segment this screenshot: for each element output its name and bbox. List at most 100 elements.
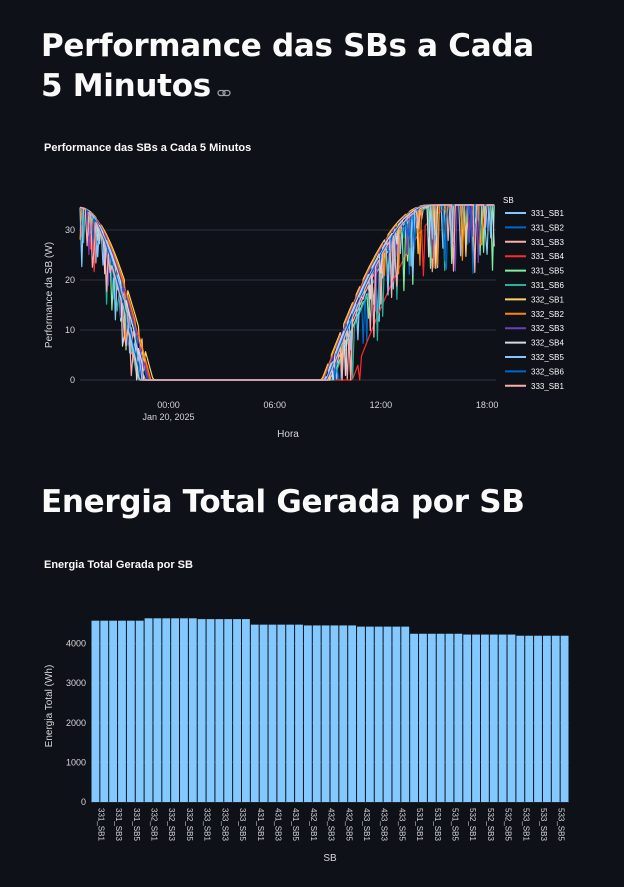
y-tick-label: 4000 xyxy=(66,639,86,649)
bar-533_SB2 xyxy=(525,635,534,802)
bar-433_SB3 xyxy=(374,626,383,802)
x-tick-label: 533_SB1 xyxy=(521,808,530,841)
bar-333_SB6 xyxy=(241,619,250,802)
bar-331_SB2 xyxy=(100,620,109,802)
bar-332_SB6 xyxy=(188,618,197,802)
x-tick-label: 433_SB3 xyxy=(380,808,389,841)
bar-433_SB2 xyxy=(365,626,374,802)
legend-label-331_SB2: 331_SB2 xyxy=(531,223,564,232)
bar-433_SB6 xyxy=(401,626,410,802)
bar-333_SB4 xyxy=(224,619,233,802)
x-tick-label: 331_SB5 xyxy=(132,808,141,841)
bar-433_SB4 xyxy=(383,626,392,802)
bar-431_SB3 xyxy=(268,624,277,802)
bar-431_SB4 xyxy=(277,624,286,802)
bar-531_SB4 xyxy=(436,633,445,802)
legend-label-331_SB5: 331_SB5 xyxy=(531,267,564,276)
bar-532_SB4 xyxy=(489,634,498,802)
bar-431_SB2 xyxy=(259,624,268,802)
bar-333_SB5 xyxy=(233,619,241,802)
bar-331_SB3 xyxy=(109,620,118,802)
x-tick-label: 432_SB1 xyxy=(309,808,318,841)
legend-label-332_SB5: 332_SB5 xyxy=(531,353,564,362)
x-tick-label: 331_SB3 xyxy=(114,808,123,841)
bar-333_SB2 xyxy=(206,619,215,802)
y-axis-label: Energia Total (Wh) xyxy=(44,665,55,748)
y-tick-label: 10 xyxy=(65,325,75,335)
y-tick-label: 0 xyxy=(70,375,75,385)
x-tick-label: 06:00 xyxy=(263,400,286,410)
bar-431_SB6 xyxy=(295,624,303,802)
bar-531_SB3 xyxy=(427,633,436,802)
line-chart[interactable]: 0 10 20 30 00:00 Jan 20, 2025 06:00 12:00 18:00 H… xyxy=(0,180,624,480)
bar-532_SB6 xyxy=(507,634,516,802)
bar-chart[interactable]: 0 1000 2000 3000 4000 331_SB1 331_SB3 331_SB5 33… xyxy=(0,590,624,880)
x-tick-label: 332_SB1 xyxy=(150,808,159,841)
x-tick-label: 431_SB3 xyxy=(273,808,282,841)
bar-432_SB3 xyxy=(321,625,330,802)
x-tick-label: 332_SB3 xyxy=(167,808,176,841)
legend-label-332_SB6: 332_SB6 xyxy=(531,367,564,376)
bar-431_SB1 xyxy=(250,624,259,802)
bar-432_SB6 xyxy=(348,625,357,802)
legend-label-332_SB4: 332_SB4 xyxy=(531,339,564,348)
x-tick-label: 533_SB3 xyxy=(539,808,548,841)
link-icon[interactable] xyxy=(217,68,231,108)
page-title-performance: Performance das SBs a Cada 5 Minutos xyxy=(41,26,561,108)
x-tick-sublabel: Jan 20, 2025 xyxy=(142,412,194,422)
bar-331_SB4 xyxy=(118,620,126,802)
bar-432_SB1 xyxy=(303,625,312,802)
y-tick-label: 3000 xyxy=(66,678,86,688)
x-axis-label: SB xyxy=(323,853,337,864)
x-tick-label: 333_SB5 xyxy=(238,808,247,841)
bar-332_SB4 xyxy=(171,618,180,802)
x-tick-label: 432_SB3 xyxy=(327,808,336,841)
bar-432_SB5 xyxy=(339,625,348,802)
legend-label-332_SB3: 332_SB3 xyxy=(531,324,564,333)
x-tick-label: 533_SB5 xyxy=(557,808,566,841)
line-chart-title: Performance das SBs a Cada 5 Minutos xyxy=(44,142,252,154)
bar-432_SB4 xyxy=(330,625,339,802)
bar-533_SB4 xyxy=(542,635,551,802)
bar-432_SB2 xyxy=(312,625,321,802)
x-tick-label: 333_SB1 xyxy=(203,808,212,841)
bar-532_SB1 xyxy=(463,634,472,802)
legend-label-333_SB1: 333_SB1 xyxy=(531,382,564,391)
x-tick-label: 431_SB1 xyxy=(256,808,265,841)
x-tick-label: 333_SB3 xyxy=(220,808,229,841)
legend-label-331_SB4: 331_SB4 xyxy=(531,252,564,261)
bar-531_SB5 xyxy=(445,633,454,802)
x-tick-label: 531_SB5 xyxy=(451,808,460,841)
x-tick-label: 12:00 xyxy=(370,400,393,410)
bar-431_SB5 xyxy=(286,624,295,802)
x-tick-label: 532_SB1 xyxy=(468,808,477,841)
x-tick-label: 432_SB5 xyxy=(344,808,353,841)
legend-label-331_SB1: 331_SB1 xyxy=(531,209,564,218)
bar-332_SB5 xyxy=(180,618,188,802)
bar-531_SB1 xyxy=(410,633,419,802)
bar-533_SB6 xyxy=(560,635,569,802)
x-tick-label: 18:00 xyxy=(476,400,499,410)
legend-title: SB xyxy=(503,196,514,205)
y-tick-label: 30 xyxy=(65,225,75,235)
bar-531_SB2 xyxy=(419,633,427,802)
bar-332_SB2 xyxy=(153,618,162,802)
x-tick-label: 531_SB3 xyxy=(433,808,442,841)
bar-532_SB3 xyxy=(480,634,489,802)
page-title-energia: Energia Total Gerada por SB xyxy=(41,484,525,520)
x-axis-label: Hora xyxy=(277,429,299,440)
x-tick-label: 00:00 xyxy=(157,400,180,410)
legend-label-332_SB2: 332_SB2 xyxy=(531,310,564,319)
x-tick-label: 531_SB1 xyxy=(415,808,424,841)
bar-532_SB2 xyxy=(472,634,480,802)
legend-label-331_SB6: 331_SB6 xyxy=(531,281,564,290)
y-axis-label: Performance da SB (W) xyxy=(44,242,55,348)
bar-433_SB5 xyxy=(392,626,401,802)
bar-chart-title: Energia Total Gerada por SB xyxy=(44,559,193,571)
x-tick-label: 532_SB5 xyxy=(504,808,513,841)
y-tick-label: 20 xyxy=(65,275,75,285)
bar-533_SB5 xyxy=(551,635,560,802)
bar-332_SB1 xyxy=(144,618,153,802)
x-tick-label: 332_SB5 xyxy=(185,808,194,841)
bar-433_SB1 xyxy=(357,626,365,802)
